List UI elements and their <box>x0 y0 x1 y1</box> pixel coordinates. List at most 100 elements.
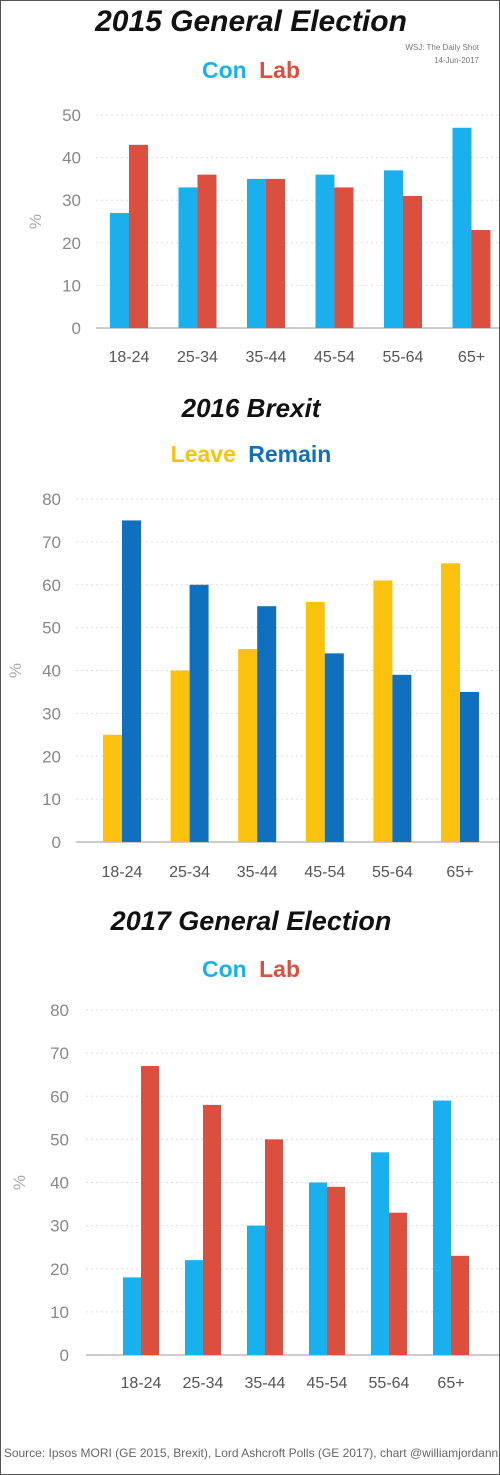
legend-entry-leave: Leave <box>170 441 236 467</box>
y-tick-label: 0 <box>60 1346 69 1365</box>
legend-entry-con: Con <box>202 956 247 982</box>
y-tick-label: 60 <box>50 1087 69 1106</box>
y-tick-label: 40 <box>42 662 61 681</box>
bar-leave-55-64 <box>373 580 393 842</box>
legend-entry-remain: Remain <box>248 441 332 467</box>
y-tick-label: 60 <box>42 576 61 595</box>
y-tick-label: 20 <box>62 234 81 253</box>
x-category-label: 55-64 <box>369 1375 410 1392</box>
y-axis-label: % <box>26 214 45 229</box>
x-category-label: 18-24 <box>121 1375 162 1392</box>
y-tick-label: 20 <box>50 1260 69 1279</box>
bar-lab-65+ <box>471 230 491 328</box>
legend-2016: Leave Remain <box>1 441 500 468</box>
bar-leave-25-34 <box>170 670 190 842</box>
bar-remain-65+ <box>460 691 479 842</box>
bar-remain-18-24 <box>122 520 141 842</box>
bar-con-45-54 <box>309 1182 327 1355</box>
bar-lab-35-44 <box>266 178 285 328</box>
x-category-label: 25-34 <box>169 864 210 881</box>
bar-con-18-24 <box>123 1277 141 1355</box>
x-category-label: 35-44 <box>245 1375 286 1392</box>
y-tick-label: 0 <box>72 319 81 338</box>
x-category-label: 65+ <box>437 1375 464 1392</box>
legend-entry-lab: Lab <box>259 57 300 83</box>
bar-chart-2016: 0 10 20 30 40 50 60 70 80% 18-24 25-34 35-44 45-54 55… <box>6 490 499 881</box>
watermark: WSJ: The Daily Shot 14-Jun-2017 <box>399 41 479 67</box>
y-axis-label: % <box>6 663 25 678</box>
bar-con-35-44 <box>247 1225 265 1355</box>
x-category-label: 18-24 <box>109 349 150 366</box>
bar-con-55-64 <box>384 170 403 328</box>
bar-con-35-44 <box>247 178 266 328</box>
x-category-label: 45-54 <box>304 864 345 881</box>
watermark-line-1: WSJ: The Daily Shot <box>405 43 479 52</box>
bar-remain-25-34 <box>189 584 209 842</box>
bar-lab-25-34 <box>197 174 217 328</box>
bar-lab-55-64 <box>389 1212 407 1355</box>
bar-lab-65+ <box>451 1255 469 1355</box>
legend-2015: Con Lab <box>1 57 500 84</box>
chart-title-2017: 2017 General Election <box>110 906 392 936</box>
x-category-label: 55-64 <box>372 864 413 881</box>
x-category-label: 25-34 <box>177 349 218 366</box>
x-category-label: 65+ <box>458 349 485 366</box>
y-tick-label: 30 <box>50 1217 69 1236</box>
y-tick-label: 80 <box>42 490 61 509</box>
bar-leave-35-44 <box>238 649 258 842</box>
bar-lab-18-24 <box>129 144 148 328</box>
watermark-line-2: 14-Jun-2017 <box>434 56 479 65</box>
bar-chart-2015: 0 10 20 30 40 50% 18-24 25-34 35-44 45-54 55-64 65+ <box>26 106 499 366</box>
y-tick-label: 70 <box>50 1044 69 1063</box>
x-category-label: 35-44 <box>237 864 278 881</box>
chart-title-2015: 2015 General Election <box>95 5 407 38</box>
bar-con-18-24 <box>110 212 129 328</box>
bar-remain-35-44 <box>257 606 277 842</box>
bar-chart-2017: 0 10 20 30 40 50 60 70 80% 18-24 25-34 35-44 45-54 55… <box>10 1001 499 1392</box>
bar-con-55-64 <box>371 1152 389 1355</box>
bar-leave-45-54 <box>305 601 325 842</box>
y-tick-label: 20 <box>42 747 61 766</box>
y-tick-label: 50 <box>42 619 61 638</box>
y-tick-label: 50 <box>50 1130 69 1149</box>
bar-leave-65+ <box>441 563 460 842</box>
y-tick-label: 80 <box>50 1001 69 1020</box>
source-note: Source: Ipsos MORI (GE 2015, Brexit), Lo… <box>3 1446 499 1460</box>
bar-con-25-34 <box>185 1260 203 1355</box>
legend-entry-lab: Lab <box>259 956 300 982</box>
x-category-label: 65+ <box>446 864 473 881</box>
legend-entry-con: Con <box>202 57 247 83</box>
y-tick-label: 70 <box>42 533 61 552</box>
bar-con-25-34 <box>178 187 198 328</box>
x-category-label: 55-64 <box>383 349 424 366</box>
bar-con-65+ <box>452 127 472 328</box>
y-tick-label: 30 <box>62 191 81 210</box>
y-tick-label: 30 <box>42 704 61 723</box>
y-tick-label: 10 <box>50 1303 69 1322</box>
x-category-label: 45-54 <box>307 1375 348 1392</box>
bar-remain-55-64 <box>392 674 412 842</box>
bar-con-65+ <box>433 1100 451 1355</box>
y-tick-label: 0 <box>52 833 61 852</box>
y-tick-label: 40 <box>62 149 81 168</box>
bar-leave-18-24 <box>103 734 122 842</box>
y-axis-label: % <box>10 1175 29 1190</box>
y-tick-label: 10 <box>62 276 81 295</box>
y-tick-label: 40 <box>50 1174 69 1193</box>
y-tick-label: 50 <box>62 106 81 125</box>
bar-lab-45-54 <box>334 187 354 328</box>
bar-con-45-54 <box>315 174 335 328</box>
bar-lab-45-54 <box>327 1186 345 1355</box>
y-tick-label: 10 <box>42 790 61 809</box>
bar-lab-55-64 <box>403 195 422 328</box>
x-category-label: 25-34 <box>183 1375 224 1392</box>
x-category-label: 18-24 <box>102 864 143 881</box>
bar-lab-35-44 <box>265 1139 283 1355</box>
legend-2017: Con Lab <box>1 956 500 983</box>
chart-title-2016: 2016 Brexit <box>181 393 321 423</box>
bar-lab-25-34 <box>203 1104 221 1355</box>
bar-lab-18-24 <box>141 1066 159 1355</box>
x-category-label: 35-44 <box>246 349 287 366</box>
x-category-label: 45-54 <box>314 349 355 366</box>
